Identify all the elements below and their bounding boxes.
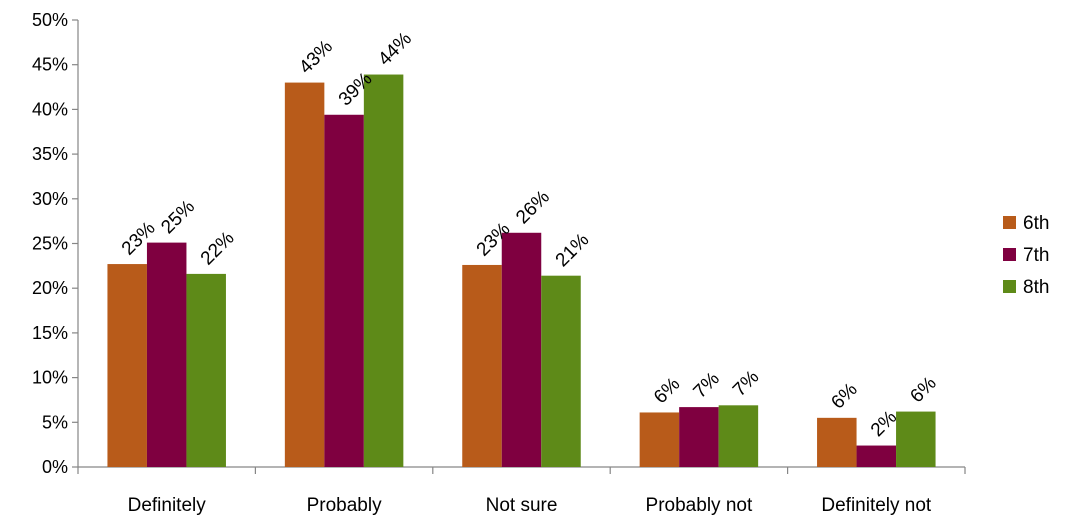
y-tick-label: 15% (32, 323, 68, 343)
y-tick-label: 0% (42, 457, 68, 477)
y-tick-label: 5% (42, 412, 68, 432)
bar (541, 275, 581, 467)
data-label: 7% (690, 368, 724, 402)
bar (718, 405, 759, 467)
y-tick-label: 10% (32, 368, 68, 388)
bar (186, 273, 226, 467)
x-axis: Definitely Probably Not sure Probably not De… (77, 466, 966, 516)
y-axis: 0% 5% 10% 15% 20% 25% 30% 35% 40% 45% 50% (32, 10, 79, 477)
y-tick-label: 40% (32, 99, 68, 119)
legend: 6th 7th 8th (1003, 213, 1049, 298)
bar (107, 264, 147, 467)
data-label: 6% (827, 379, 861, 413)
y-tick-label: 30% (32, 189, 68, 209)
y-tick-label: 45% (32, 55, 68, 75)
y-tick-label: 25% (32, 234, 68, 254)
y-tick-label: 35% (32, 144, 68, 164)
data-label: 6% (906, 373, 940, 407)
legend-swatch (1003, 248, 1016, 261)
data-label: 25% (157, 196, 199, 238)
bar (639, 412, 680, 467)
x-category-label: Probably (307, 495, 382, 516)
bar (856, 445, 897, 467)
x-category-label: Probably not (646, 495, 753, 516)
bar (363, 74, 404, 467)
bar (679, 407, 719, 467)
legend-label: 6th (1023, 213, 1049, 234)
y-tick-label: 50% (32, 10, 68, 30)
x-category-label: Not sure (486, 495, 558, 516)
bar (462, 264, 502, 467)
data-label: 22% (197, 228, 239, 270)
legend-label: 8th (1023, 277, 1049, 298)
legend-label: 7th (1023, 245, 1049, 266)
bar (146, 242, 187, 467)
data-label: 44% (374, 28, 416, 70)
bars (107, 74, 936, 467)
bar (896, 411, 936, 467)
bar (284, 82, 325, 467)
bar (817, 417, 857, 467)
data-label: 7% (729, 367, 763, 401)
data-label: 26% (512, 186, 554, 228)
data-label: 43% (295, 36, 337, 78)
y-tick-label: 20% (32, 278, 68, 298)
x-category-label: Definitely not (821, 495, 932, 516)
x-category-label: Definitely (128, 495, 207, 516)
data-label: 6% (650, 374, 684, 408)
legend-swatch (1003, 280, 1016, 293)
bar (501, 232, 542, 467)
legend-swatch (1003, 216, 1016, 229)
data-label: 21% (552, 229, 594, 271)
bar (324, 114, 364, 467)
